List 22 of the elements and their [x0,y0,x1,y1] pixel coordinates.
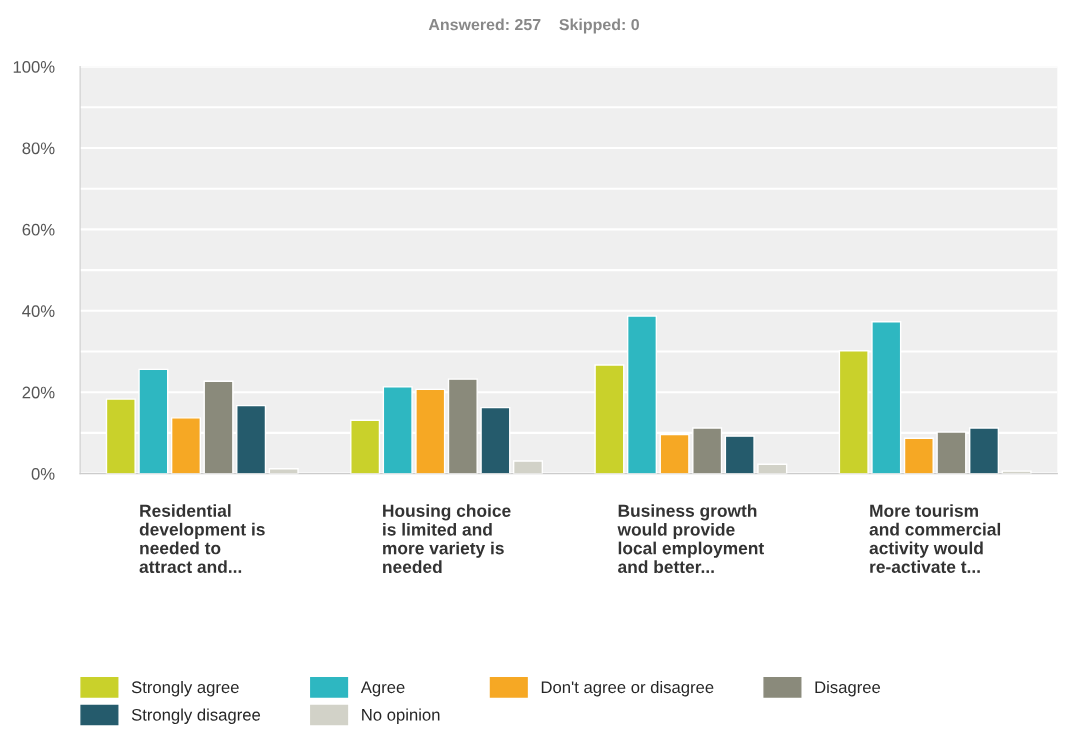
bar [757,463,788,474]
y-tick-label: 20% [22,386,55,399]
bar [268,468,299,474]
chart-title: Answered: 257 Skipped: 0 [428,18,639,34]
y-tick-label: 80% [22,142,55,155]
legend-label: No opinion [362,708,440,725]
legend-label: Don't agree or disagree [541,680,714,697]
y-tick-label: 40% [22,305,55,317]
x-tick-label: Housing choice is limited and more variety is needed [383,504,511,574]
y-tick-label: 60% [22,223,55,236]
bar [903,437,934,474]
x-tick-label: Business growth would provide local employment and better... [617,504,764,574]
legend-label: Strongly agree [131,680,239,697]
legend-label: Disagree [815,680,881,697]
bar [512,460,544,474]
y-tick-label: 0% [31,468,55,480]
y-tick-label: 100% [13,61,55,73]
x-tick-label: More tourism and commercial activity would re-activate t... [869,504,1001,574]
legend-label: Strongly disagree [131,708,261,725]
bar [1001,470,1032,474]
legend-label: Agree [360,681,405,697]
x-tick-label: Residential development is needed to attract and... [139,504,265,574]
